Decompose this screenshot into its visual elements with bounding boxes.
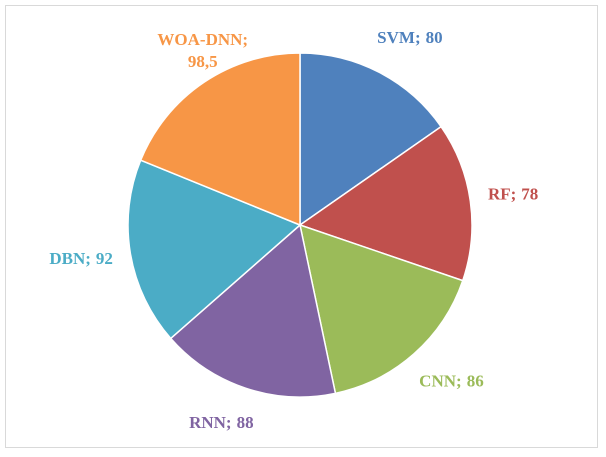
data-label: WOA-DNN; 98,5 (157, 30, 248, 71)
label-category: SVM (377, 28, 415, 47)
label-separator: ; (242, 30, 248, 49)
label-separator: ; (85, 249, 91, 268)
data-label: CNN; 86 (419, 371, 484, 390)
pie-slice (298, 223, 464, 395)
data-label: RNN; 88 (189, 413, 254, 432)
label-separator: ; (511, 185, 517, 204)
label-separator: ; (415, 28, 421, 47)
data-label: DBN; 92 (49, 249, 113, 268)
pie-slice (169, 223, 337, 398)
label-value: 92 (96, 249, 113, 268)
label-value: 88 (237, 413, 254, 432)
label-value: 80 (426, 28, 443, 47)
label-category: WOA-DNN (157, 30, 243, 49)
label-separator: ; (456, 371, 462, 390)
data-label: SVM; 80 (377, 28, 442, 47)
label-value: 86 (467, 371, 484, 390)
label-category: RF (488, 185, 511, 204)
label-value: 98,5 (188, 52, 218, 71)
label-category: RNN (189, 413, 227, 432)
data-label: RF; 78 (488, 185, 538, 204)
pie-slice (298, 125, 473, 282)
pie-slice (299, 52, 443, 227)
label-category: DBN (49, 249, 86, 268)
label-separator: ; (226, 413, 232, 432)
pie-slice (139, 52, 301, 227)
label-value: 78 (521, 185, 538, 204)
label-category: CNN (419, 371, 457, 390)
pie-slice (127, 159, 302, 340)
